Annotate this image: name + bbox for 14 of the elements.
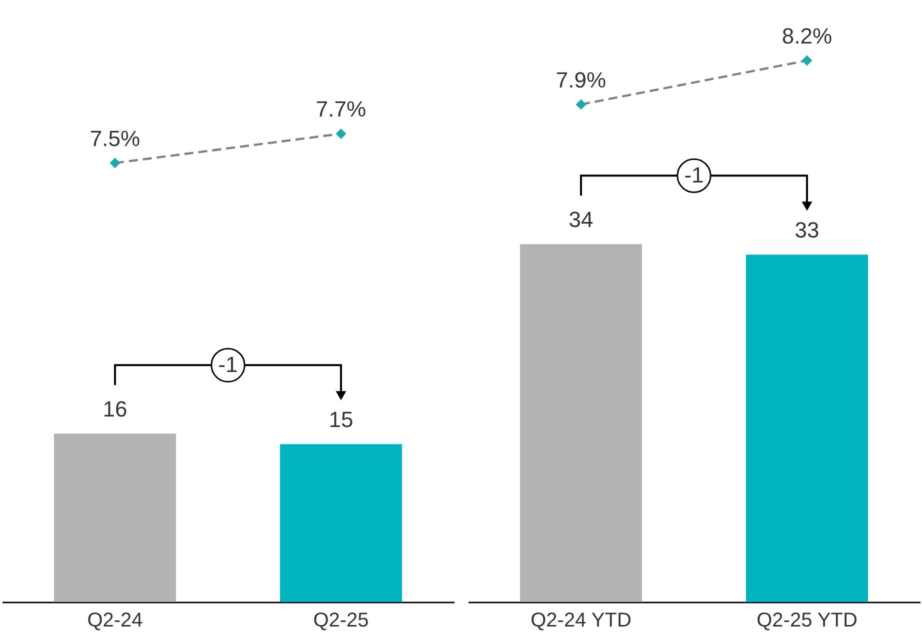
data-label: 15: [328, 407, 354, 432]
data-label: 8.2%: [782, 24, 832, 49]
data-label: 7.5%: [90, 126, 140, 151]
x-tick-label: Q2-25: [313, 610, 369, 632]
data-label: 7.9%: [556, 67, 606, 92]
data-label: 7.7%: [316, 96, 366, 122]
data-label: 33: [794, 218, 820, 243]
x-tick-label: Q2-25 YTD: [756, 610, 858, 632]
annotation: -1: [218, 352, 238, 378]
x-tick-label: Q2-24: [87, 610, 143, 632]
x-tick-label: Q2-24 YTD: [530, 610, 632, 632]
data-label: 34: [568, 207, 594, 232]
annotation: -1: [684, 162, 704, 188]
data-label: 16: [102, 396, 128, 422]
